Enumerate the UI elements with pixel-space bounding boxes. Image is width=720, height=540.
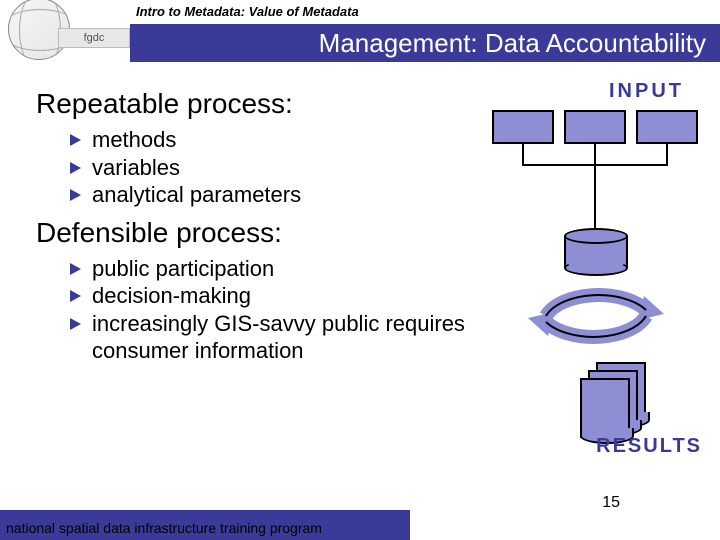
section-heading: Defensible process:: [36, 217, 466, 249]
list-item: increasingly GIS-savvy public requires c…: [70, 310, 466, 365]
process-diagram: INPUT RESULTS: [486, 80, 702, 460]
content-area: Repeatable process: methods variables an…: [0, 78, 720, 494]
input-box: [564, 110, 626, 144]
input-label: INPUT: [609, 80, 684, 103]
input-box: [492, 110, 554, 144]
cylinder-icon: [564, 228, 628, 272]
list-item: decision-making: [70, 282, 466, 310]
connector-line: [594, 164, 596, 228]
list-item: variables: [70, 154, 466, 182]
document-icon: [580, 378, 630, 438]
bullet-list: public participation decision-making inc…: [70, 255, 466, 365]
input-box: [636, 110, 698, 144]
list-item: methods: [70, 126, 466, 154]
connector-line: [522, 144, 524, 164]
section-heading: Repeatable process:: [36, 88, 466, 120]
page-number: 15: [602, 494, 620, 512]
text-column: Repeatable process: methods variables an…: [36, 88, 466, 365]
footer-text: national spatial data infrastructure tra…: [6, 520, 322, 536]
slide-footer: 15 national spatial data infrastructure …: [0, 494, 720, 540]
breadcrumb: Intro to Metadata: Value of Metadata: [136, 4, 359, 19]
results-label: RESULTS: [596, 435, 702, 458]
slide-header: fgdc Intro to Metadata: Value of Metadat…: [0, 0, 720, 68]
logo-area: fgdc: [0, 0, 130, 68]
list-item: public participation: [70, 255, 466, 283]
bullet-list: methods variables analytical parameters: [70, 126, 466, 209]
list-item: analytical parameters: [70, 181, 466, 209]
connector-line: [594, 144, 596, 164]
fgdc-logo: fgdc: [58, 28, 130, 48]
page-title: Management: Data Accountability: [170, 24, 714, 62]
cycle-arrows-icon: [526, 276, 666, 356]
connector-line: [666, 144, 668, 164]
